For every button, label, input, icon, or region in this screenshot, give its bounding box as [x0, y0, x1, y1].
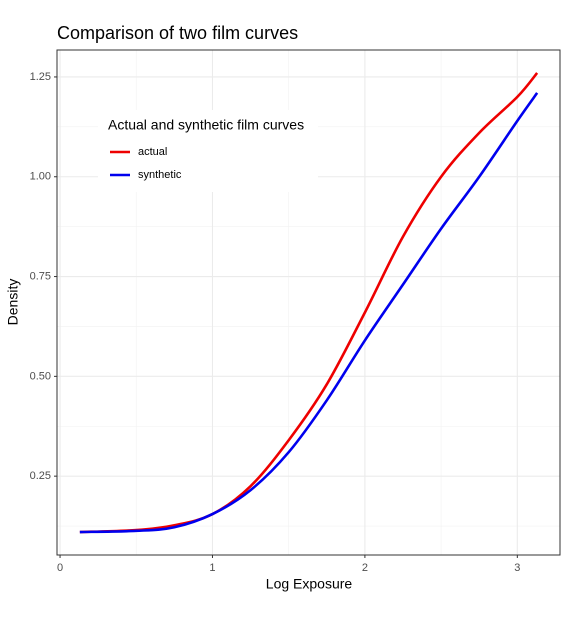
y-tick-label: 0.75: [30, 270, 51, 282]
line-series: [79, 92, 539, 534]
legend-title: Actual and synthetic film curves: [108, 117, 304, 133]
x-tick-label: 2: [362, 562, 368, 574]
x-tick-label: 3: [514, 562, 520, 574]
legend-label: actual: [138, 146, 167, 158]
plot-border: [56, 49, 561, 556]
y-tick-label: 1.00: [30, 171, 51, 183]
y-tick-label: 0.25: [30, 470, 51, 482]
y-tick-label: 0.50: [30, 370, 51, 382]
y-axis-label: Density: [5, 279, 21, 326]
y-tick-label: 1.25: [30, 71, 51, 83]
line-series: [79, 72, 539, 534]
chart-title: Comparison of two film curves: [57, 23, 298, 43]
x-tick-label: 0: [57, 562, 63, 574]
legend-label: synthetic: [138, 169, 182, 181]
legend-box: [98, 110, 318, 192]
x-tick-label: 1: [209, 562, 215, 574]
x-axis-label: Log Exposure: [266, 576, 353, 592]
legend: Actual and synthetic film curves actual sy…: [98, 110, 318, 192]
